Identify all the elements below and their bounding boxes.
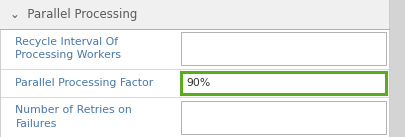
Text: 90%: 90% bbox=[186, 78, 211, 88]
FancyBboxPatch shape bbox=[388, 0, 405, 137]
Text: ⌄  Parallel Processing: ⌄ Parallel Processing bbox=[10, 8, 137, 21]
FancyBboxPatch shape bbox=[180, 101, 385, 134]
FancyBboxPatch shape bbox=[180, 32, 385, 65]
FancyBboxPatch shape bbox=[0, 0, 388, 29]
FancyBboxPatch shape bbox=[180, 72, 385, 94]
Text: Number of Retries on
Failures: Number of Retries on Failures bbox=[15, 105, 132, 129]
FancyBboxPatch shape bbox=[0, 0, 388, 137]
Text: Recycle Interval Of
Processing Workers: Recycle Interval Of Processing Workers bbox=[15, 37, 121, 60]
Text: Parallel Processing Factor: Parallel Processing Factor bbox=[15, 78, 153, 88]
